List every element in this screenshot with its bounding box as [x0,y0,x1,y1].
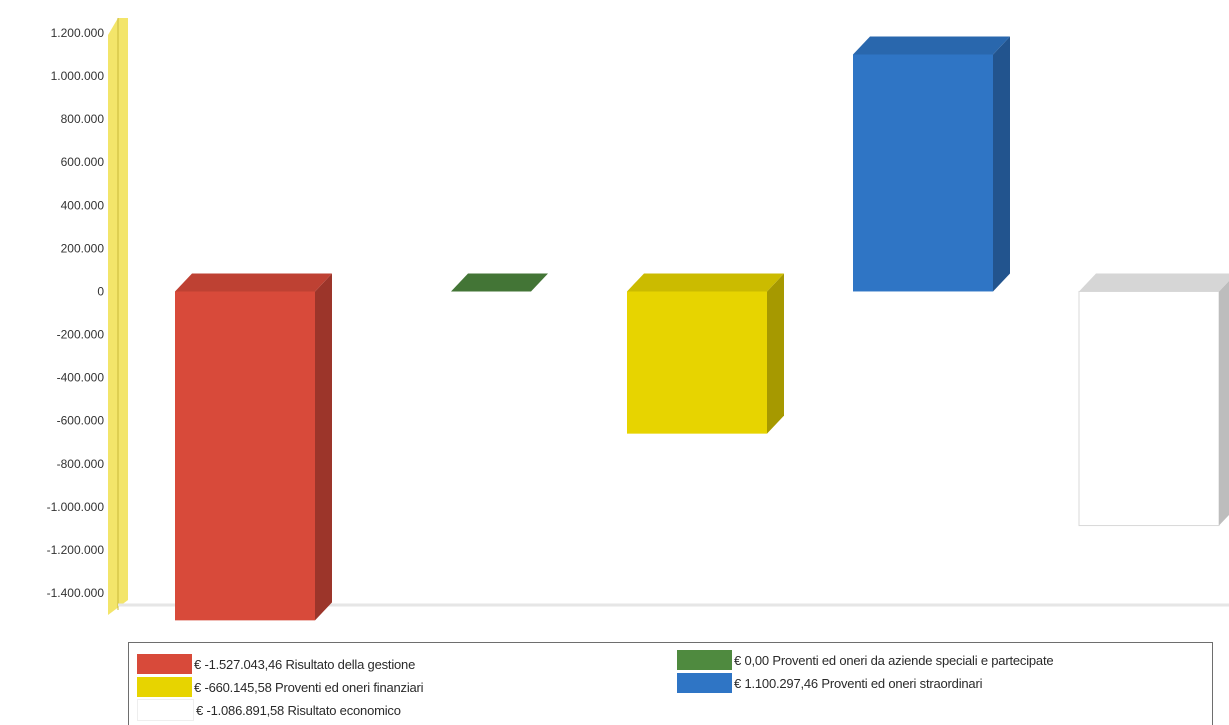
legend-item: € 0,00 Proventi ed oneri da aziende spec… [677,649,1054,671]
y-axis-wall [108,18,128,615]
y-tick-label: -400.000 [57,371,105,385]
legend-label: € -1.086.891,58 Risultato economico [196,702,401,718]
bar [451,273,548,292]
bar [1078,273,1229,527]
y-tick-label: 800.000 [61,112,105,126]
y-tick-label: 600.000 [61,155,105,169]
y-tick-label: -600.000 [57,414,105,428]
y-tick-label: 0 [97,284,104,298]
bar-side [315,273,332,621]
legend-label: € -660.145,58 Proventi ed oneri finanzia… [194,679,424,695]
y-tick-label: 1.200.000 [51,26,105,40]
legend-swatch [137,677,192,697]
bar-flat-top [451,273,548,292]
legend-item: € -1.086.891,58 Risultato economico [137,699,401,721]
y-tick-label: -1.000.000 [47,500,105,514]
bar [627,273,784,434]
bar [175,273,332,621]
legend: € -1.527.043,46 Risultato della gestione… [128,642,1213,725]
legend-label: € -1.527.043,46 Risultato della gestione [194,656,416,672]
bar-front [853,54,993,292]
bar-side [1219,280,1229,526]
bars [175,36,1229,621]
legend-item: € -660.145,58 Proventi ed oneri finanzia… [137,676,424,698]
bar-side [993,36,1010,292]
y-tick-label: 400.000 [61,198,105,212]
y-tick-label: -800.000 [57,457,105,471]
legend-swatch [137,654,192,674]
bar-front [627,291,767,434]
bar-front [175,291,315,621]
bar-side [767,273,784,434]
legend-item: € -1.527.043,46 Risultato della gestione [137,653,415,675]
bar [853,36,1010,292]
y-tick-label: -200.000 [57,328,105,342]
legend-swatch [677,673,732,693]
legend-swatch [677,650,732,670]
bar-top [175,273,332,292]
bar-top [853,36,1010,55]
y-tick-label: -1.200.000 [47,543,105,557]
legend-label: € 1.100.297,46 Proventi ed oneri straord… [734,675,983,691]
legend-swatch [137,699,194,721]
y-tick-label: 200.000 [61,241,105,255]
legend-label: € 0,00 Proventi ed oneri da aziende spec… [734,652,1054,668]
y-tick-label: -1.400.000 [47,586,105,600]
y-axis-ticks: 1.200.000 1.000.000 800.000 600.000 400.000 2… [47,26,105,600]
bar-front [1078,290,1220,527]
bar-top [1079,273,1229,292]
y-tick-label: 1.000.000 [51,69,105,83]
bar-top [627,273,784,292]
legend-item: € 1.100.297,46 Proventi ed oneri straord… [677,672,982,694]
